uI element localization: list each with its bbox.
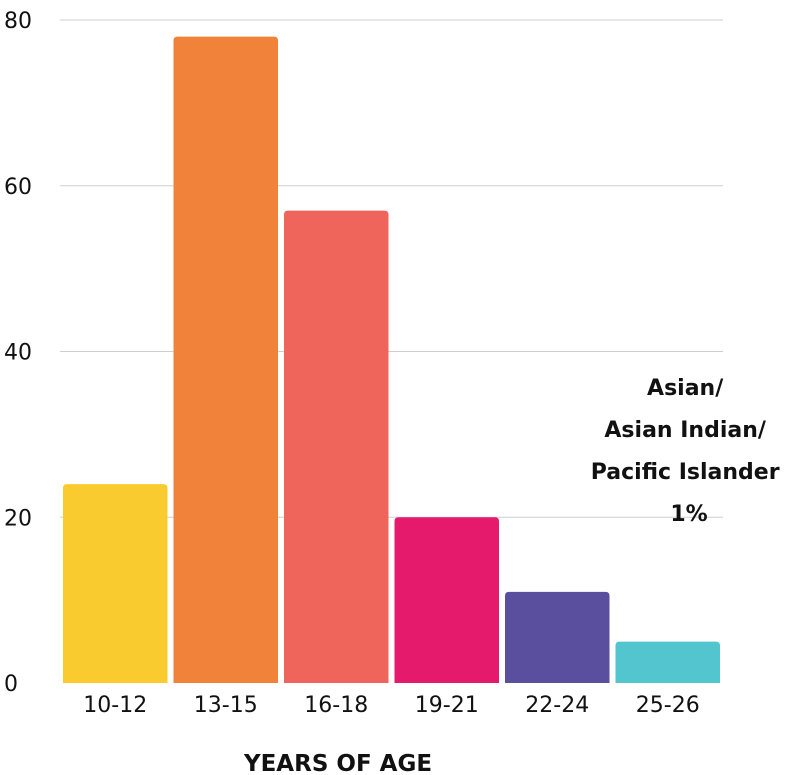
annotation-line-2: Asian Indian/ [604, 418, 766, 443]
x-category-label: 16-18 [304, 693, 368, 718]
bar-25-26 [615, 641, 720, 683]
bar-10-12 [63, 484, 168, 683]
x-axis-title: YEARS OF AGE [243, 751, 432, 775]
annotation-line-3: Pacific Islander [591, 460, 780, 485]
bars [63, 36, 720, 684]
x-category-label: 25-26 [636, 693, 700, 718]
bar-16-18 [284, 210, 389, 684]
bar-13-15 [173, 36, 278, 683]
grid-lines [60, 19, 723, 518]
y-tick-label: 0 [4, 672, 18, 697]
annotation-line-1: Asian/ [647, 376, 724, 401]
x-category-label: 13-15 [194, 693, 258, 718]
chart-annotation: Asian/ Asian Indian/ Pacific Islander 1% [591, 376, 788, 527]
x-axis-categories: 10-12 13-15 16-18 19-21 22-24 25-26 [83, 693, 699, 718]
bar-19-21 [394, 517, 499, 683]
x-category-label: 10-12 [83, 693, 147, 718]
x-category-label: 19-21 [415, 693, 479, 718]
x-category-label: 22-24 [525, 693, 589, 718]
y-axis-ticks: 0 20 40 60 80 [4, 9, 32, 697]
y-tick-label: 20 [4, 506, 32, 531]
bar-22-24 [505, 591, 610, 683]
y-tick-label: 60 [4, 175, 32, 200]
annotation-line-4: 1% [670, 502, 707, 527]
y-tick-label: 40 [4, 341, 32, 366]
y-tick-label: 80 [4, 9, 32, 34]
